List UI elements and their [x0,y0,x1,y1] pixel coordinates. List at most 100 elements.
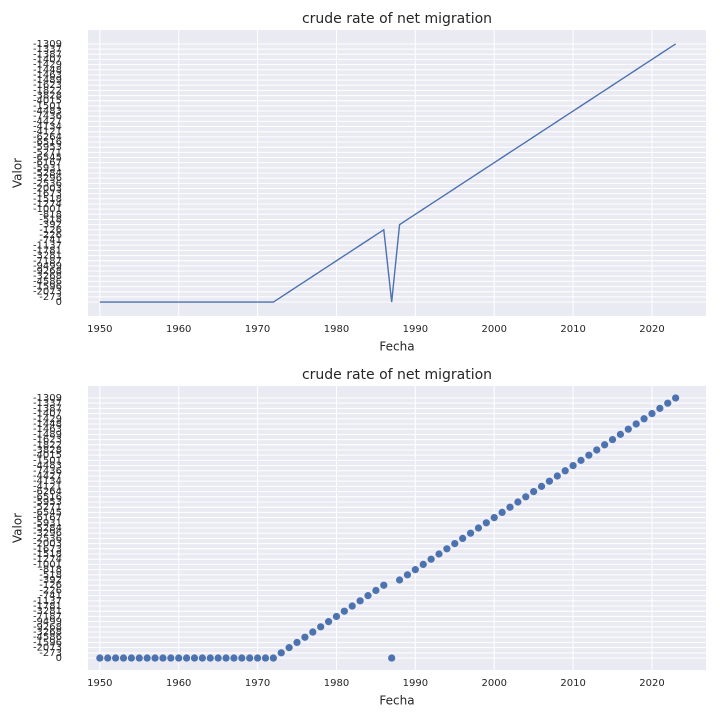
y-tick-label: -1387 [33,49,62,60]
data-point [112,654,120,662]
y-tick-label: 0 [56,653,62,664]
data-point [356,597,364,605]
y-tick-label: -7436 [33,111,62,122]
y-axis-label: Valor [11,513,25,543]
y-tick-label: -6516 [33,492,62,503]
y-tick-label: -1337 [33,398,62,409]
x-axis-label: Fecha [379,694,414,708]
y-tick-label: -6264 [33,132,62,143]
data-point [214,654,222,662]
y-tick-label: -518 [39,570,62,581]
data-point [253,654,262,662]
x-tick-label: 2020 [639,324,664,335]
y-tick-label: -3281 [33,251,62,262]
y-tick-label: -4427 [33,471,62,482]
y-tick-label: -1274 [33,554,62,565]
data-point [135,654,143,662]
data-point [269,654,277,662]
y-tick-label: -1429 [33,60,62,71]
y-tick-label: -1501 [33,101,62,112]
y-tick-label: -3828 [33,91,62,102]
x-tick-label: 2000 [481,678,506,689]
x-tick-label: 1990 [403,678,428,689]
x-tick-label: 2010 [560,678,585,689]
y-tick-label: -273 [39,648,62,659]
subplot: crude rate of net migration Fecha Valor 195… [11,11,706,354]
y-tick-label: -1309 [33,393,62,404]
data-point [632,420,640,428]
y-tick-label: -9268 [33,622,62,633]
data-point [222,654,230,662]
data-point [364,592,372,600]
y-tick-label: -5271 [33,147,62,158]
y-tick-label: -6545 [33,507,62,518]
y-tick-label: -1518 [33,549,62,560]
data-point [380,581,388,589]
chart-title: crude rate of net migration [302,11,492,27]
data-point [182,654,191,662]
data-point [230,654,238,662]
y-tick-label: -3268 [33,627,62,638]
x-tick-label: 1960 [166,324,191,335]
y-tick-label: -4134 [33,476,62,487]
y-tick-label: -6264 [33,487,62,498]
y-tick-label: -2536 [33,533,62,544]
y-tick-label: -1518 [33,194,62,205]
y-tick-label: -226 [39,585,62,596]
y-tick-label: -5953 [33,497,62,508]
data-point [656,404,664,412]
data-point [238,654,246,662]
y-tick-label: -1596 [33,637,62,648]
data-point [601,441,609,449]
data-point [277,649,285,657]
data-point [569,461,577,470]
data-point [127,654,135,662]
data-point [608,435,617,444]
y-tick-label: -2003 [33,183,62,194]
x-tick-label: 1980 [324,324,349,335]
y-tick-label: -4586 [33,276,62,287]
data-point [301,633,309,641]
data-point [427,555,435,563]
y-tick-label: -4121 [33,481,62,492]
y-tick-label: -3296 [33,528,62,539]
y-tick-label: -392 [39,575,62,586]
y-tick-label: -4015 [33,450,62,461]
y-tick-label: -818 [39,209,62,220]
x-tick-label: 2000 [481,324,506,335]
data-point [577,456,585,464]
y-tick-label: -7187 [33,256,62,267]
y-tick-label: -1137 [33,240,62,251]
y-tick-label: -1448 [33,419,62,430]
x-tick-label: 1950 [87,324,112,335]
data-point [593,446,601,454]
data-point [332,612,341,621]
y-tick-label: -1463 [33,424,62,435]
data-point [537,482,546,490]
y-tick-label: -1448 [33,65,62,76]
data-point [104,654,112,662]
y-tick-label: -5284 [33,168,62,179]
y-tick-label: -741 [39,591,62,602]
x-tick-label: 1950 [87,678,112,689]
data-point [672,394,680,402]
y-tick-label: -126 [39,225,62,236]
y-tick-label: -818 [39,565,62,576]
data-point [96,654,104,662]
y-tick-label: -2003 [33,539,62,550]
y-tick-label: -3296 [33,173,62,184]
x-tick-label: 1990 [403,324,428,335]
data-point [443,545,451,553]
y-tick-label: -5271 [33,502,62,513]
x-tick-label: 1970 [245,678,270,689]
y-tick-label: -1463 [33,70,62,81]
y-tick-label: -126 [39,580,62,591]
y-tick-label: -1001 [33,559,62,570]
data-point [261,654,270,662]
y-tick-label: -1001 [33,204,62,215]
data-point [545,477,554,485]
y-tick-label: -1407 [33,54,62,65]
y-tick-label: -5931 [33,163,62,174]
data-point [640,415,648,423]
